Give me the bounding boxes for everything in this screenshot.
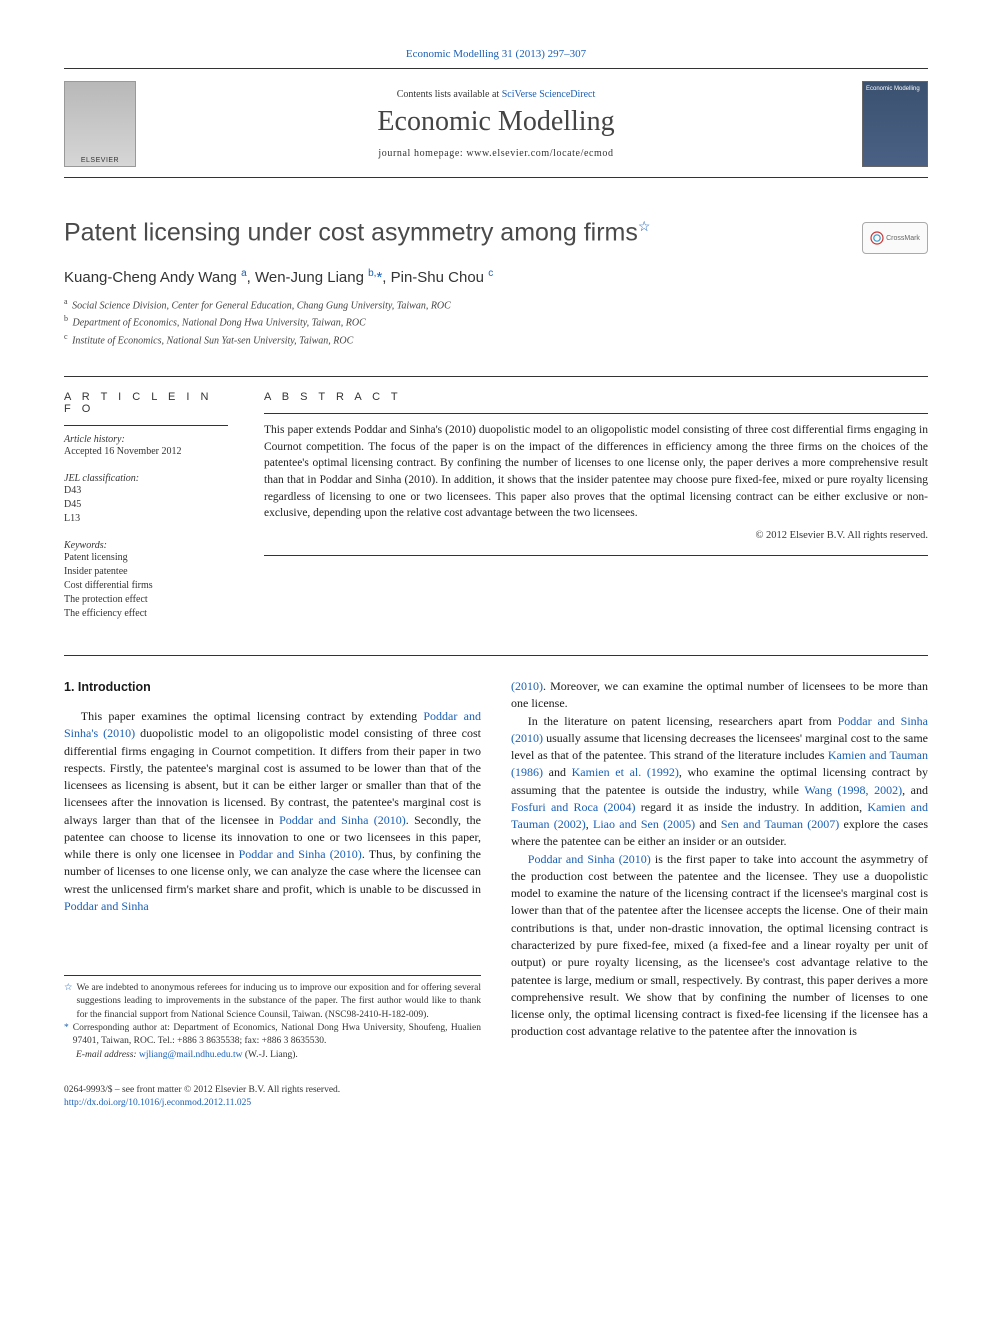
email-label: E-mail address: — [76, 1050, 137, 1060]
article-title: Patent licensing under cost asymmetry am… — [64, 218, 650, 247]
citation-link[interactable]: Poddar and Sinha (2010) — [239, 847, 362, 861]
body-paragraph: This paper examines the optimal licensin… — [64, 708, 481, 915]
citation-link[interactable]: Poddar and Sinha (2010) — [528, 852, 651, 866]
affiliations: a Social Science Division, Center for Ge… — [64, 296, 928, 348]
contents-prefix: Contents lists available at — [397, 89, 502, 100]
citation-link[interactable]: Kamien et al. (1992) — [572, 765, 679, 779]
footnote-corr-mark: * — [64, 1022, 69, 1049]
jel-code: D43 — [64, 484, 228, 498]
homepage-label: journal homepage: — [378, 148, 466, 159]
keyword-item: The efficiency effect — [64, 607, 228, 621]
journal-name: Economic Modelling — [174, 106, 818, 138]
journal-header: Contents lists available at SciVerse Sci… — [64, 81, 928, 178]
jel-code: D45 — [64, 498, 228, 512]
footnote-star-text: We are indebted to anonymous referees fo… — [77, 982, 481, 1022]
footnote-star-icon: ☆ — [64, 982, 73, 1022]
history-block: Article history: Accepted 16 November 20… — [64, 425, 228, 459]
citation-link[interactable]: (2010) — [511, 679, 543, 693]
citation-link[interactable]: Sen and Tauman (2007) — [721, 817, 839, 831]
body-paragraph: In the literature on patent licensing, r… — [511, 713, 928, 851]
citation-link[interactable]: Poddar and Sinha — [64, 899, 149, 913]
history-text: Accepted 16 November 2012 — [64, 445, 228, 459]
keyword-item: Cost differential firms — [64, 579, 228, 593]
footer-copyright: 0264-9993/$ – see front matter © 2012 El… — [64, 1084, 481, 1097]
abstract-text: This paper extends Poddar and Sinha's (2… — [264, 422, 928, 522]
abstract-copyright: © 2012 Elsevier B.V. All rights reserved… — [264, 530, 928, 541]
abstract-bottom-rule — [264, 555, 928, 556]
body-paragraph: Poddar and Sinha (2010) is the first pap… — [511, 851, 928, 1041]
column-right: (2010). Moreover, we can examine the opt… — [511, 678, 928, 1111]
authors: Kuang-Cheng Andy Wang a, Wen-Jung Liang … — [64, 268, 928, 286]
crossmark-icon — [870, 231, 884, 245]
body-columns: 1. Introduction This paper examines the … — [64, 678, 928, 1111]
title-footnote-star-icon: ☆ — [638, 218, 651, 234]
email-link[interactable]: wjliang@mail.ndhu.edu.tw — [139, 1050, 242, 1060]
abstract-label: A B S T R A C T — [264, 391, 928, 403]
footnote-corresponding: * Corresponding author at: Department of… — [64, 1022, 481, 1049]
meta-top-rule — [64, 376, 928, 377]
homepage-url: www.elsevier.com/locate/ecmod — [466, 148, 613, 159]
affiliation-b: b Department of Economics, National Dong… — [64, 313, 928, 330]
citation-link[interactable]: Liao and Sen (2005) — [593, 817, 695, 831]
history-label: Article history: — [64, 434, 228, 445]
doi-link[interactable]: http://dx.doi.org/10.1016/j.econmod.2012… — [64, 1098, 251, 1108]
citation-link[interactable]: Wang (1998, 2002) — [804, 783, 902, 797]
journal-reference: Economic Modelling 31 (2013) 297–307 — [64, 48, 928, 60]
affiliation-a: a Social Science Division, Center for Ge… — [64, 296, 928, 313]
jel-block: JEL classification: D43 D45 L13 — [64, 473, 228, 526]
article-info-label: A R T I C L E I N F O — [64, 391, 228, 415]
email-suffix: (W.-J. Liang). — [242, 1050, 297, 1060]
column-left: 1. Introduction This paper examines the … — [64, 678, 481, 1111]
elsevier-logo — [64, 81, 136, 167]
footer: 0264-9993/$ – see front matter © 2012 El… — [64, 1084, 481, 1111]
journal-homepage: journal homepage: www.elsevier.com/locat… — [174, 148, 818, 159]
jel-label: JEL classification: — [64, 473, 228, 484]
keywords-block: Keywords: Patent licensing Insider paten… — [64, 540, 228, 621]
footnote-star: ☆ We are indebted to anonymous referees … — [64, 982, 481, 1022]
section-heading-intro: 1. Introduction — [64, 678, 481, 696]
citation-link[interactable]: Poddar and Sinha (2010) — [279, 813, 406, 827]
footnote-email: E-mail address: wjliang@mail.ndhu.edu.tw… — [64, 1049, 481, 1062]
keywords-label: Keywords: — [64, 540, 228, 551]
affiliation-c: c Institute of Economics, National Sun Y… — [64, 331, 928, 348]
crossmark-label: CrossMark — [886, 235, 920, 242]
keyword-item: Insider patentee — [64, 565, 228, 579]
keyword-item: The protection effect — [64, 593, 228, 607]
title-text: Patent licensing under cost asymmetry am… — [64, 218, 638, 246]
keyword-item: Patent licensing — [64, 551, 228, 565]
crossmark-badge[interactable]: CrossMark — [862, 222, 928, 254]
body-top-rule — [64, 655, 928, 656]
body-paragraph: (2010). Moreover, we can examine the opt… — [511, 678, 928, 713]
header-top-rule — [64, 68, 928, 69]
journal-cover-thumb: Economic Modelling — [862, 81, 928, 167]
jel-code: L13 — [64, 512, 228, 526]
citation-link[interactable]: Fosfuri and Roca (2004) — [511, 800, 635, 814]
contents-line: Contents lists available at SciVerse Sci… — [174, 89, 818, 100]
footnotes: ☆ We are indebted to anonymous referees … — [64, 975, 481, 1062]
sciencedirect-link[interactable]: SciVerse ScienceDirect — [502, 89, 596, 100]
footnote-corr-text: Corresponding author at: Department of E… — [73, 1022, 481, 1049]
